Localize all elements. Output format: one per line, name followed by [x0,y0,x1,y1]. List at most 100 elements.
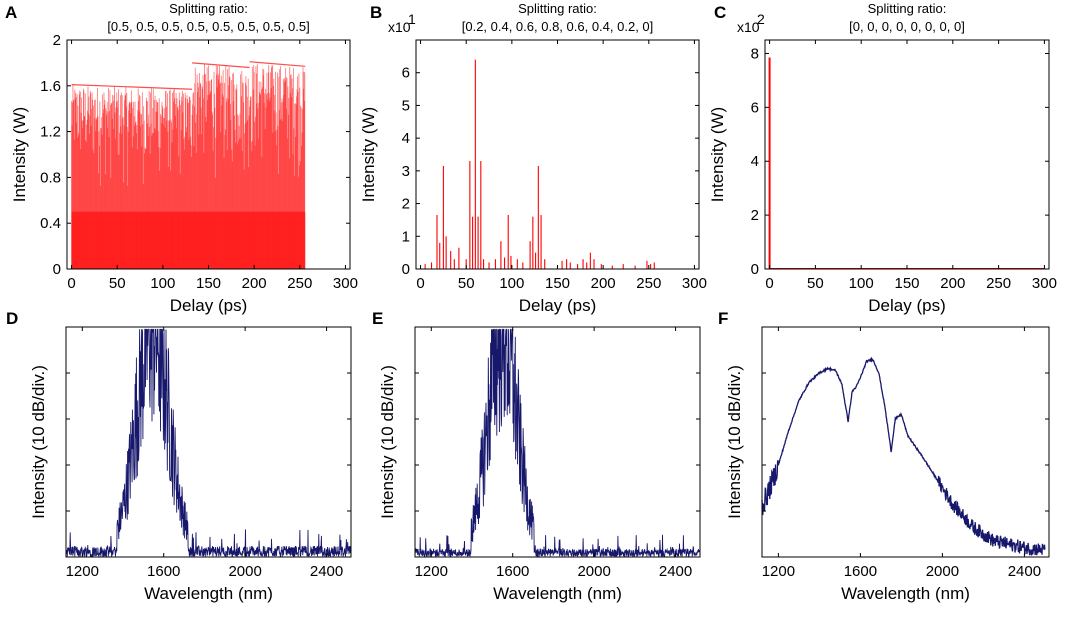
x-axis-label: Delay (ps) [868,296,945,315]
panel-c: 0 50 100 150 200 250 300 0 2 4 6 8 Delay (ps) Intensi… [708,1,1057,315]
y-multiplier: x10 [737,19,760,35]
spectrum-line [414,328,701,558]
x-tick-label: 100 [849,275,874,292]
x-axis-label: Wavelength (nm) [493,584,622,603]
x-tick-label: 300 [682,275,707,292]
y-tick-label: 4 [751,153,759,170]
axes-frame [415,39,700,270]
y-tick-label: 2 [402,196,410,213]
axes-frame [764,39,1050,270]
panel-letter: B [370,3,382,22]
pulse-base [71,211,306,269]
chart-title: Splitting ratio: [518,1,597,16]
spectrum-line [761,356,1046,556]
y-tick-label: 1.6 [40,78,61,95]
panel-letter: D [6,309,18,328]
x-tick-label: 0 [416,275,424,292]
y-tick-label: 4 [402,130,410,147]
y-axis-label: Intensity (10 dB/div.) [29,365,48,519]
y-tick-label: 6 [751,99,759,116]
y-tick-label: 2 [53,32,61,49]
x-tick-label: 1200 [66,563,99,580]
x-tick-label: 50 [807,275,824,292]
y-tick-label: 0.8 [40,169,61,186]
panel-letter: A [5,3,17,22]
x-tick-label: 50 [458,275,475,292]
x-tick-label: 100 [499,275,524,292]
x-tick-label: 300 [333,275,358,292]
x-tick-label: 1600 [496,563,529,580]
chart-subtitle: [0.2, 0.4, 0.6, 0.8, 0.6, 0.4, 0.2, 0] [462,19,654,34]
y-tick-label: 1 [402,228,410,245]
chart-title: Splitting ratio: [169,1,248,16]
x-tick-label: 200 [242,275,267,292]
panel-letter: C [714,3,726,22]
spectrum-line [65,328,352,558]
x-tick-label: 0 [765,275,773,292]
x-tick-label: 250 [986,275,1011,292]
x-axis-label: Wavelength (nm) [841,584,970,603]
x-tick-label: 1200 [762,563,795,580]
y-tick-label: 3 [402,163,410,180]
plot-area [414,328,701,558]
y-tick-label: 5 [402,97,410,114]
x-tick-label: 2400 [1008,563,1041,580]
y-axis-label: Intensity (W) [359,107,378,202]
panel-b: 0 50 100 150 200 250 300 0 1 2 3 4 5 6 Delay (ps) Inten… [359,1,707,315]
x-tick-label: 200 [940,275,965,292]
x-tick-label: 2400 [659,563,692,580]
y-tick-label: 0 [402,261,410,278]
y-tick-label: 8 [751,45,759,62]
y-tick-label: 0 [53,261,61,278]
panel-f: 1200 1600 2000 2400 Wavelength (nm) Intensity… [718,309,1050,603]
x-tick-label: 250 [636,275,661,292]
x-axis-label: Delay (ps) [170,296,247,315]
y-tick-label: 6 [402,65,410,82]
y-axis-label: Intensity (10 dB/div.) [378,365,397,519]
x-tick-label: 1200 [415,563,448,580]
envelope-line [192,62,250,69]
x-tick-label: 2000 [228,563,261,580]
y-axis-label: Intensity (W) [708,107,727,202]
axes-frame [761,326,1050,558]
envelope-line [71,84,193,90]
panel-e: 1200 1600 2000 2400 Wavelength (nm) Intensity… [372,309,701,603]
y-tick-label: 0.4 [40,215,61,232]
y-multiplier: x10 [388,19,411,35]
x-axis-label: Delay (ps) [519,296,596,315]
y-tick-label: 1.2 [40,124,61,141]
envelope-line [249,61,306,67]
y-axis-label: Intensity (W) [10,107,29,202]
plot-area [424,59,655,269]
panel-a: 0 50 100 150 200 250 300 0 0.4 0.8 1.2 1.6 2 Delay (p… [5,1,358,315]
panel-d: 1200 1600 2000 2400 Wavelength (nm) Intensity… [6,309,352,603]
x-axis-label: Wavelength (nm) [144,584,273,603]
y-multiplier-exponent: 2 [757,11,765,27]
axes-frame [65,326,352,558]
x-tick-label: 0 [67,275,75,292]
x-tick-label: 150 [545,275,570,292]
y-tick-label: 0 [751,261,759,278]
chart-subtitle: [0.5, 0.5, 0.5, 0.5, 0.5, 0.5, 0.5, 0.5] [107,19,309,34]
x-tick-label: 2400 [310,563,343,580]
plot-area [768,57,1045,269]
plot-area [71,61,306,269]
axes-frame [414,326,701,558]
x-tick-label: 50 [109,275,126,292]
chart-title: Splitting ratio: [868,1,947,16]
x-tick-label: 1600 [147,563,180,580]
x-tick-label: 250 [287,275,312,292]
x-tick-label: 100 [150,275,175,292]
y-axis-label: Intensity (10 dB/div.) [725,365,744,519]
x-tick-label: 150 [196,275,221,292]
chart-subtitle: [0, 0, 0, 0, 0, 0, 0, 0] [849,19,965,34]
x-tick-label: 300 [1032,275,1057,292]
panel-letter: E [372,309,383,328]
x-tick-label: 2000 [926,563,959,580]
y-multiplier-exponent: 1 [408,11,416,27]
plot-area [761,356,1046,556]
y-tick-label: 2 [751,207,759,224]
x-tick-label: 1600 [844,563,877,580]
panel-letter: F [718,309,728,328]
